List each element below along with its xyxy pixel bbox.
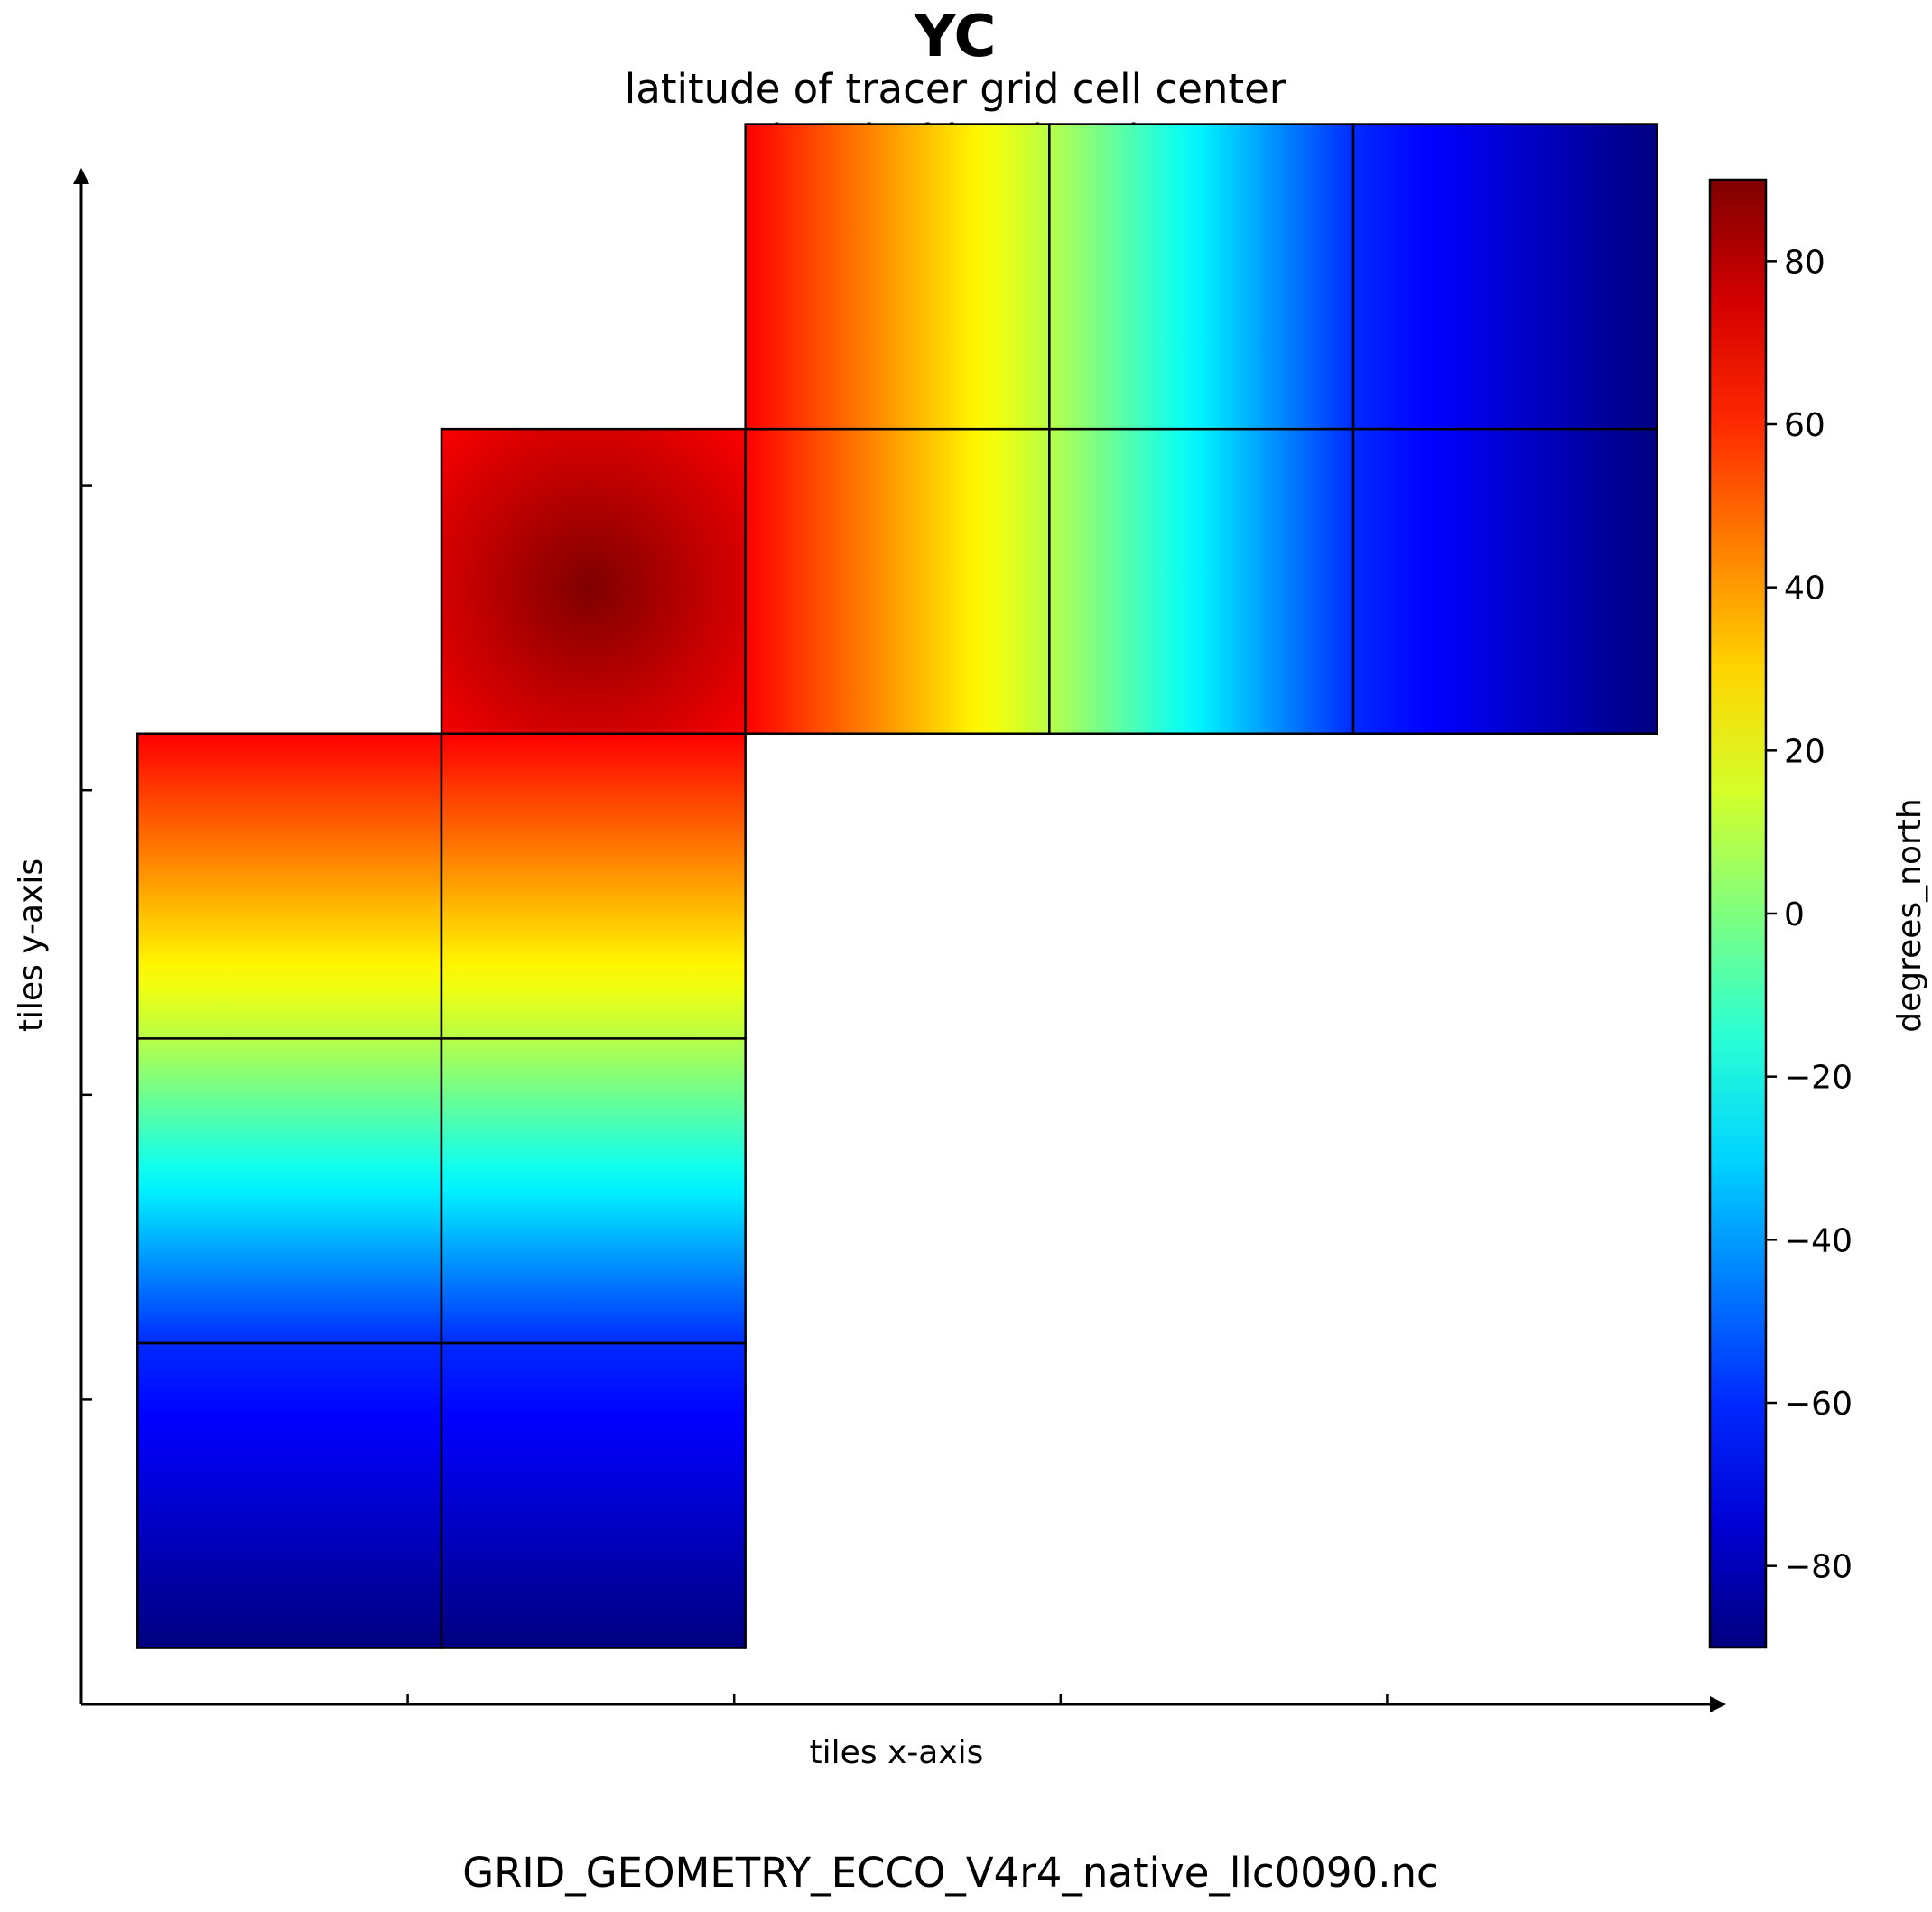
tile-cell	[440, 427, 747, 735]
colorbar-tick-label: −20	[1784, 1060, 1853, 1097]
tile-cell	[1048, 123, 1355, 431]
colorbar-label: degrees_north	[1891, 798, 1928, 1033]
colorbar-tick-label: −80	[1784, 1549, 1853, 1586]
tile-cell	[136, 732, 443, 1040]
colorbar-ticks: 80 60 40 20 0 −20 −40 −60 −80	[1766, 244, 1853, 1586]
tile-cell	[440, 1341, 747, 1649]
tile-cell	[440, 732, 747, 1040]
colorbar-tick-label: 20	[1784, 733, 1825, 770]
x-axis-label: tiles x-axis	[810, 1734, 984, 1771]
tile-cell	[744, 427, 1051, 735]
y-axis-label: tiles y-axis	[13, 859, 50, 1032]
y-axis-arrow	[73, 168, 89, 184]
chart-title: YC	[913, 4, 996, 70]
colorbar-tick-label: 60	[1784, 407, 1825, 444]
x-axis-arrow	[1710, 1696, 1726, 1712]
tile-cell	[136, 1341, 443, 1649]
colorbar-tick-label: −40	[1784, 1222, 1853, 1259]
tile-cell	[136, 1037, 443, 1345]
tile-cell	[1048, 427, 1355, 735]
colorbar	[1708, 178, 1768, 1649]
colorbar-tick-label: −60	[1784, 1386, 1853, 1423]
tile-cell	[744, 123, 1051, 431]
colorbar-tick-label: 0	[1784, 896, 1805, 933]
tile-cell	[1351, 123, 1658, 431]
heatmap-tiles	[136, 123, 1658, 1649]
footer-filename: GRID_GEOMETRY_ECCO_V4r4_native_llc0090.n…	[462, 1849, 1439, 1897]
colorbar-tick-label: 40	[1784, 571, 1825, 608]
axes	[73, 168, 1726, 1712]
tile-cell	[440, 1037, 747, 1345]
colorbar-tick-label: 80	[1784, 244, 1825, 281]
tile-cell	[1351, 427, 1658, 735]
chart-subtitle-line-1: latitude of tracer grid cell center	[625, 65, 1286, 113]
